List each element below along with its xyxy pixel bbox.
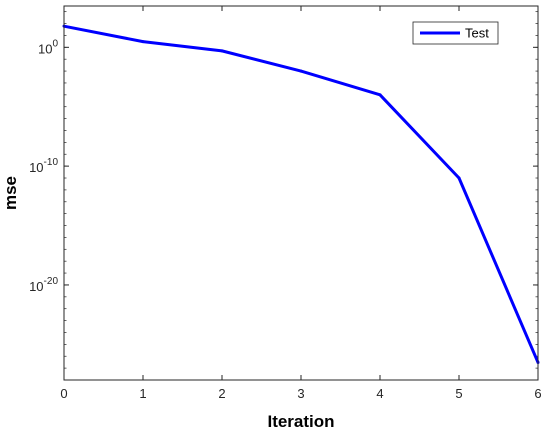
y-tick-label: 10-10 <box>29 157 58 175</box>
plot-area <box>64 6 538 380</box>
x-tick-label: 4 <box>376 386 383 401</box>
x-tick-label: 6 <box>534 386 541 401</box>
plot-frame <box>63 5 539 381</box>
x-tick-label: 1 <box>139 386 146 401</box>
x-tick-label: 0 <box>60 386 67 401</box>
y-axis-title: mse <box>1 176 20 210</box>
x-tick-label: 2 <box>218 386 225 401</box>
x-axis-ticks: 0 1 2 3 4 5 6 <box>60 6 542 401</box>
data-point <box>457 176 461 180</box>
legend: Test <box>412 21 499 45</box>
y-tick-label: 10-20 <box>29 276 58 294</box>
x-tick-label: 5 <box>455 386 462 401</box>
legend-label-test: Test <box>465 26 489 41</box>
x-axis-title: Iteration <box>267 412 334 431</box>
data-point <box>378 93 382 97</box>
data-point <box>141 40 145 44</box>
y-axis-ticks: 100 10-10 10-20 <box>29 38 538 294</box>
data-point <box>299 69 303 73</box>
y-tick-label: 100 <box>38 38 58 56</box>
x-tick-label: 3 <box>297 386 304 401</box>
data-point <box>220 49 224 53</box>
series-layer <box>62 24 540 364</box>
